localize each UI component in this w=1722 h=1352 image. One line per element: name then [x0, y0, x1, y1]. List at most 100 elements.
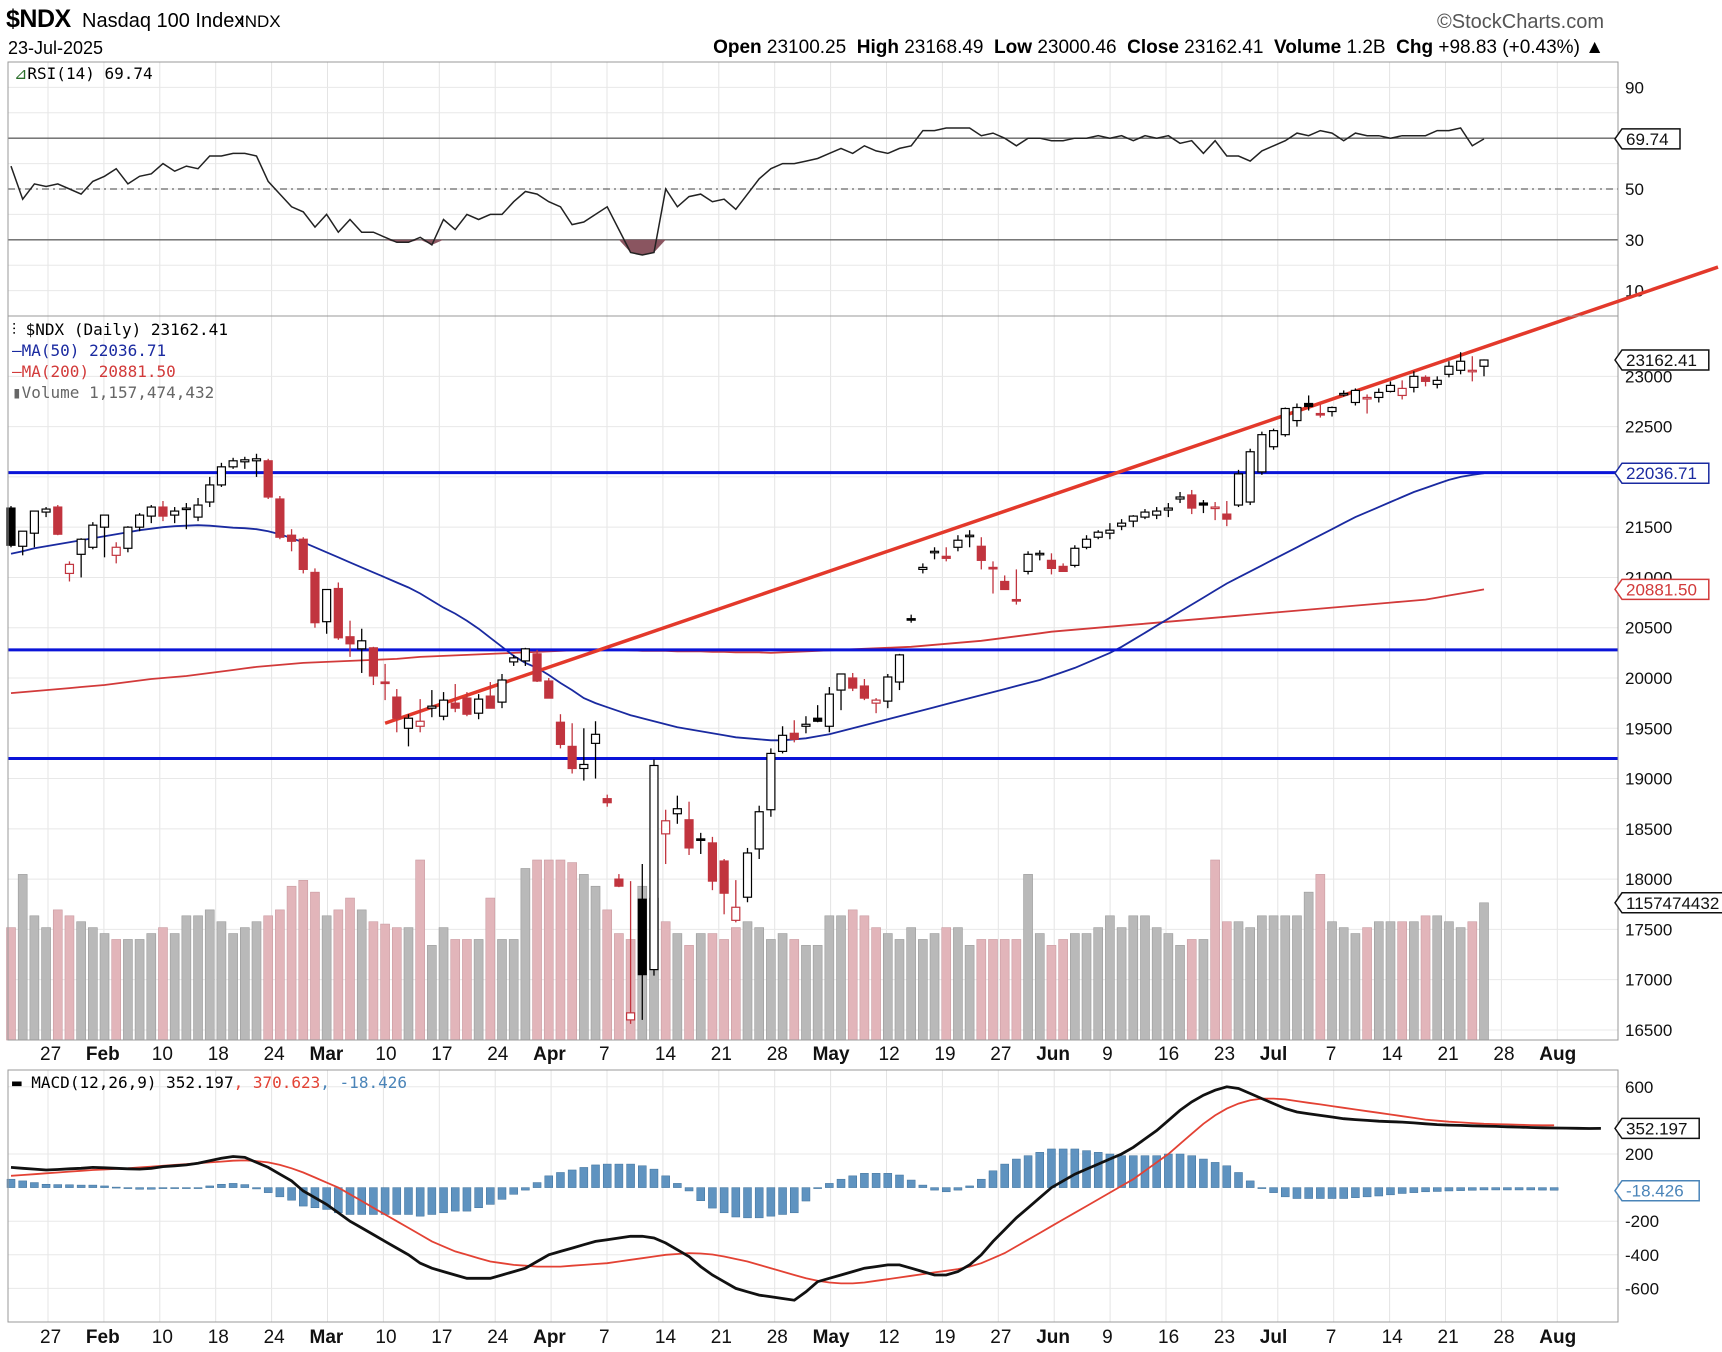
macd-tick-label: 600	[1625, 1078, 1653, 1097]
volume-bar	[88, 927, 98, 1041]
macd-histogram-bar	[906, 1179, 916, 1188]
candle-body	[1046, 559, 1057, 569]
volume-bar	[929, 933, 940, 1041]
volume-bar	[1268, 915, 1279, 1041]
candle-body	[859, 685, 870, 699]
volume-bar	[1397, 921, 1407, 1041]
macd-histogram-bar	[521, 1187, 530, 1191]
volume-bar	[707, 933, 718, 1041]
volume-bar	[29, 915, 40, 1041]
volume-bar	[497, 939, 507, 1041]
macd-histogram-bar	[614, 1163, 624, 1188]
macd-histogram-bar	[252, 1187, 261, 1190]
macd-tick-label: -400	[1625, 1246, 1659, 1265]
trendline	[384, 265, 1719, 725]
volume-bar	[321, 915, 332, 1041]
macd-histogram-bar	[1339, 1187, 1348, 1199]
macd-histogram-bar	[1070, 1148, 1080, 1188]
brand-logo[interactable]: ©StockCharts.com	[1437, 11, 1605, 33]
macd-histogram-bar	[170, 1187, 179, 1189]
volume-bar	[380, 923, 390, 1041]
candle-body	[1409, 375, 1419, 388]
volume-bar	[1409, 921, 1419, 1041]
candle-body	[99, 514, 110, 528]
ma50-line	[10, 472, 1485, 742]
candle-body	[1245, 451, 1255, 503]
volume-bar	[17, 874, 28, 1041]
macd-legend: ▬ MACD(12,26,9) 352.197, 370.623, -18.42…	[12, 1073, 407, 1092]
volume-bar	[1116, 927, 1127, 1041]
candle-body	[1093, 531, 1103, 538]
candle-body	[871, 699, 881, 704]
macd-x-label: 12	[879, 1327, 900, 1348]
macd-histogram-bar	[649, 1168, 659, 1188]
candle-body	[555, 721, 566, 745]
volume-bar	[684, 945, 694, 1041]
volume-bar	[275, 909, 285, 1041]
macd-histogram-bar	[158, 1187, 168, 1189]
volume-bar	[158, 927, 168, 1041]
volume-value: 1.2B	[1346, 37, 1386, 58]
macd-histogram-bar	[1023, 1155, 1033, 1188]
macd-histogram-bar	[1374, 1187, 1384, 1197]
candle-body	[146, 506, 156, 517]
macd-x-label: Feb	[86, 1327, 120, 1348]
volume-bar	[941, 927, 952, 1041]
volume-bar	[1455, 927, 1466, 1041]
candle-body	[1105, 529, 1115, 534]
volume-bar	[64, 915, 75, 1041]
volume-bar	[918, 939, 928, 1041]
candle-body	[742, 852, 753, 898]
volume-bar	[1011, 939, 1022, 1041]
macd-histogram-bar	[182, 1187, 191, 1189]
price-tick-label: 19000	[1625, 770, 1672, 789]
macd-histogram-bar	[626, 1163, 635, 1188]
up-triangle-icon: ▲	[1585, 37, 1604, 58]
candle-body	[953, 539, 963, 548]
macd-histogram-bar	[684, 1187, 694, 1192]
high-value: 23168.49	[904, 37, 984, 58]
macd-x-label: Mar	[310, 1327, 344, 1348]
candle-body	[286, 534, 297, 542]
volume-bar	[204, 909, 215, 1041]
high-label: High	[856, 37, 899, 58]
candle-body	[894, 654, 905, 683]
volume-bar	[1105, 915, 1115, 1041]
volume-bar	[1385, 921, 1396, 1041]
macd-histogram-bar	[1012, 1158, 1021, 1188]
macd-x-label: 24	[487, 1327, 509, 1348]
macd-x-label: 28	[767, 1327, 788, 1348]
volume-bar	[368, 921, 379, 1041]
volume-bar	[672, 933, 683, 1041]
macd-histogram-bar	[848, 1175, 857, 1188]
macd-x-label: 10	[152, 1327, 173, 1348]
macd-histogram-bar	[1105, 1153, 1115, 1188]
volume-bar	[1081, 933, 1092, 1041]
price-x-label: 17	[431, 1044, 452, 1065]
volume-bar	[766, 939, 776, 1041]
macd-x-label: 17	[431, 1327, 452, 1348]
candle-body	[76, 538, 86, 555]
candle-body	[976, 545, 986, 561]
price-x-label: 21	[711, 1044, 732, 1065]
macd-value-tag-box	[1614, 1117, 1700, 1140]
candle-legend-icon: ⫶	[12, 320, 17, 339]
macd-histogram-bar	[1479, 1187, 1489, 1191]
macd-histogram-bar	[930, 1187, 939, 1191]
chart-date: 23-Jul-2025	[8, 38, 104, 58]
macd-histogram-bar	[813, 1187, 822, 1189]
volume-bar	[836, 915, 846, 1041]
macd-histogram-bar	[790, 1187, 799, 1214]
volume-bar	[1338, 927, 1349, 1041]
volume-bar	[310, 891, 320, 1041]
candle-body	[696, 838, 706, 841]
macd-histogram-bar	[556, 1172, 565, 1188]
volume-bar	[777, 933, 788, 1041]
candle-body	[544, 680, 554, 699]
macd-histogram-bar	[275, 1187, 285, 1198]
macd-histogram-bar	[509, 1187, 518, 1195]
volume-bar	[508, 939, 519, 1041]
volume-bar	[228, 933, 238, 1041]
rsi-legend: ⊿RSI(14) 69.74	[14, 64, 153, 83]
